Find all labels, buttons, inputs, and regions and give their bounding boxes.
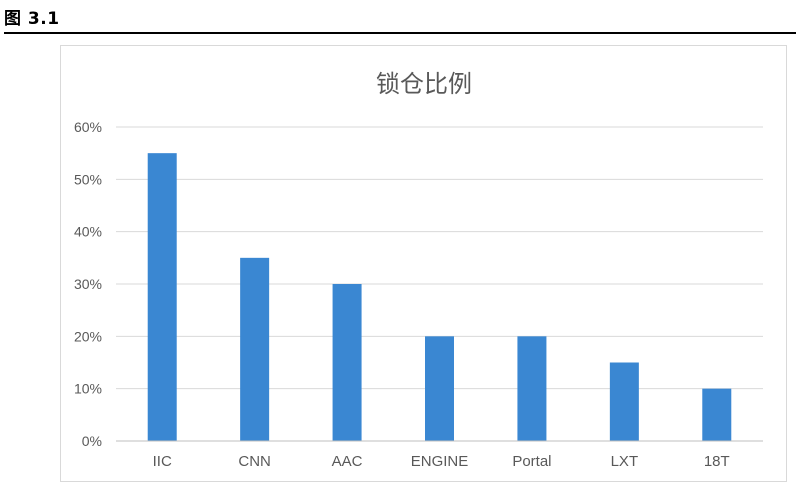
y-tick-label: 0% <box>82 433 102 449</box>
gridlines <box>116 126 763 390</box>
x-axis-categories: IIC CNN AAC ENGINE Portal LXT 18T <box>153 453 730 470</box>
y-axis-ticks: 0% 10% 20% 30% 40% 50% 60% <box>74 119 102 449</box>
x-category-label: LXT <box>611 453 639 470</box>
bar-portal <box>517 336 547 441</box>
y-tick-label: 40% <box>74 224 102 240</box>
x-category-label: CNN <box>238 453 271 470</box>
x-category-label: 18T <box>704 453 730 470</box>
bar-lxt <box>609 362 639 441</box>
x-category-label: ENGINE <box>411 453 469 470</box>
bar-iic <box>147 153 177 441</box>
bars <box>147 153 732 441</box>
y-tick-label: 20% <box>74 328 102 344</box>
bar-aac <box>332 284 362 441</box>
bar-18t <box>702 388 732 441</box>
y-tick-label: 10% <box>74 381 102 397</box>
figure-label: 图 3.1 <box>4 9 60 29</box>
figure-title-rule <box>4 32 796 34</box>
y-tick-label: 30% <box>74 276 102 292</box>
bar-cnn <box>240 257 270 441</box>
x-category-label: Portal <box>512 453 551 470</box>
x-category-label: AAC <box>332 453 363 470</box>
chart-area: 锁仓比例 0% 10% 20% 30% 40% 50% 60% IIC CNN AAC ENGIN… <box>60 45 787 482</box>
y-tick-label: 60% <box>74 119 102 135</box>
bar-chart: 锁仓比例 0% 10% 20% 30% 40% 50% 60% IIC CNN AAC ENGIN… <box>74 70 763 470</box>
y-tick-label: 50% <box>74 171 102 187</box>
chart-title: 锁仓比例 <box>376 70 472 98</box>
x-category-label: IIC <box>153 453 172 470</box>
bar-engine <box>425 336 454 441</box>
